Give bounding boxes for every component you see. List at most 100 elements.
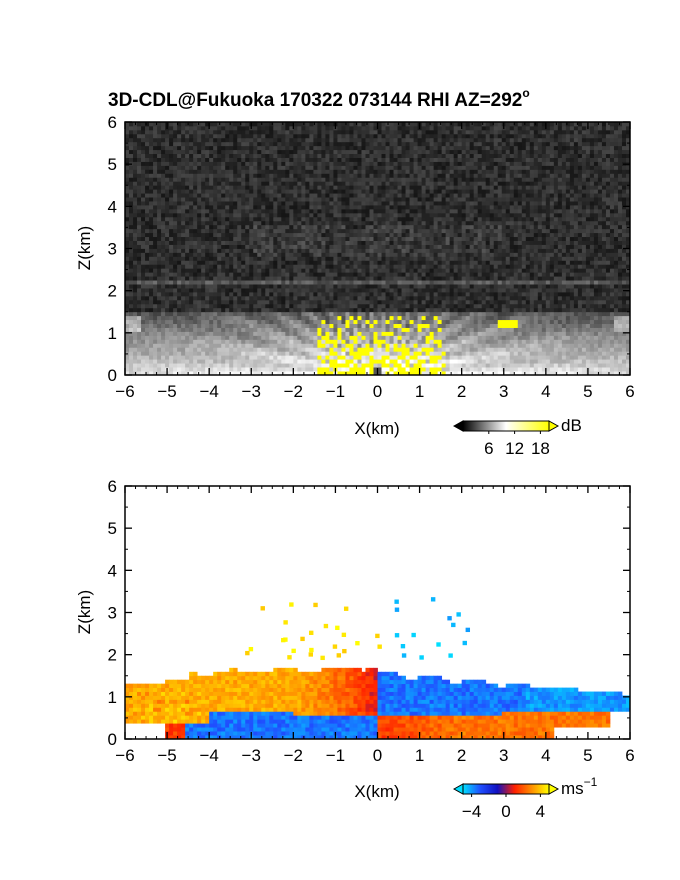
backscatter-cell	[609, 248, 615, 253]
backscatter-cell	[501, 256, 507, 261]
backscatter-cell	[197, 264, 202, 269]
backscatter-cell	[385, 284, 390, 289]
backscatter-cell	[485, 260, 491, 265]
backscatter-cell	[189, 323, 194, 328]
backscatter-cell	[369, 264, 374, 269]
backscatter-cell	[213, 359, 218, 364]
backscatter-cell	[253, 256, 258, 261]
backscatter-cell	[241, 280, 246, 285]
backscatter-cell	[277, 303, 282, 309]
backscatter-cell	[313, 363, 318, 368]
backscatter-cell	[177, 347, 182, 352]
backscatter-cell	[397, 371, 402, 376]
backscatter-cell	[357, 288, 362, 293]
backscatter-cell	[581, 260, 587, 265]
backscatter-cell	[281, 327, 286, 332]
backscatter-cell	[213, 284, 218, 289]
backscatter-cell	[585, 323, 591, 328]
backscatter-cell	[409, 216, 414, 222]
backscatter-cell	[393, 256, 398, 261]
backscatter-cell	[321, 311, 326, 317]
backscatter-cell	[577, 359, 583, 364]
backscatter-cell	[177, 268, 182, 273]
backscatter-cell	[245, 367, 250, 372]
backscatter-cell	[137, 311, 142, 317]
backscatter-cell	[277, 311, 282, 317]
backscatter-cell	[265, 363, 270, 368]
backscatter-cell	[493, 244, 499, 249]
backscatter-cell	[613, 280, 619, 285]
backscatter-cell	[373, 240, 378, 245]
backscatter-cell	[381, 319, 386, 325]
backscatter-cell	[517, 307, 523, 313]
backscatter-cell	[589, 272, 595, 277]
backscatter-cell	[449, 371, 455, 376]
backscatter-cell	[597, 335, 603, 340]
backscatter-cell	[401, 307, 406, 313]
backscatter-cell	[509, 224, 515, 230]
backscatter-cell	[153, 256, 158, 261]
backscatter-cell	[145, 252, 150, 257]
backscatter-cell	[125, 276, 130, 281]
backscatter-cell	[321, 236, 326, 241]
backscatter-cell	[477, 244, 483, 249]
backscatter-cell	[541, 236, 547, 241]
backscatter-cell	[405, 327, 410, 332]
backscatter-cell	[401, 311, 406, 317]
backscatter-cell	[357, 252, 362, 257]
backscatter-cell	[549, 272, 555, 277]
backscatter-cell	[469, 288, 475, 293]
backscatter-cell	[569, 335, 575, 340]
backscatter-cell	[169, 319, 174, 325]
backscatter-cell	[273, 264, 278, 269]
backscatter-cell	[317, 272, 322, 277]
backscatter-cell	[593, 244, 599, 249]
backscatter-cell	[209, 299, 214, 305]
backscatter-cell	[293, 232, 298, 238]
backscatter-cell	[173, 236, 178, 241]
backscatter-cell	[201, 272, 206, 277]
backscatter-cell	[589, 295, 595, 301]
backscatter-cell	[261, 240, 266, 245]
backscatter-cell	[417, 272, 422, 277]
backscatter-cell	[165, 311, 170, 317]
backscatter-cell	[385, 311, 390, 317]
backscatter-cell	[169, 339, 174, 344]
backscatter-cell	[237, 347, 242, 352]
backscatter-cell	[501, 359, 507, 364]
backscatter-cell	[589, 224, 595, 230]
backscatter-cell	[125, 299, 130, 305]
backscatter-cell	[581, 272, 587, 277]
backscatter-cell	[405, 311, 410, 317]
backscatter-cell	[133, 347, 138, 352]
backscatter-cell	[417, 276, 422, 281]
backscatter-cell	[613, 331, 619, 336]
backscatter-cell	[497, 284, 503, 289]
backscatter-cell	[525, 264, 531, 269]
backscatter-cell	[361, 359, 366, 364]
backscatter-cell	[625, 244, 631, 249]
backscatter-cell	[593, 291, 599, 297]
backscatter-cell	[437, 323, 443, 328]
backscatter-cell	[269, 276, 274, 281]
backscatter-cell	[565, 220, 571, 226]
backscatter-cell	[257, 327, 262, 332]
backscatter-cell	[621, 248, 627, 253]
backscatter-cell	[625, 299, 631, 305]
backscatter-cell	[241, 291, 246, 297]
backscatter-cell	[305, 299, 310, 305]
backscatter-cell	[329, 268, 334, 273]
backscatter-cell	[577, 339, 583, 344]
backscatter-cell	[269, 347, 274, 352]
backscatter-cell	[145, 299, 150, 305]
backscatter-cell	[137, 276, 142, 281]
backscatter-cell	[337, 252, 342, 257]
backscatter-cell	[353, 240, 358, 245]
backscatter-cell	[161, 351, 166, 356]
backscatter-cell	[269, 264, 274, 269]
backscatter-cell	[133, 323, 138, 328]
backscatter-cell	[189, 307, 194, 313]
backscatter-cell	[481, 268, 487, 273]
backscatter-cell	[381, 351, 386, 356]
backscatter-cell	[529, 268, 535, 273]
